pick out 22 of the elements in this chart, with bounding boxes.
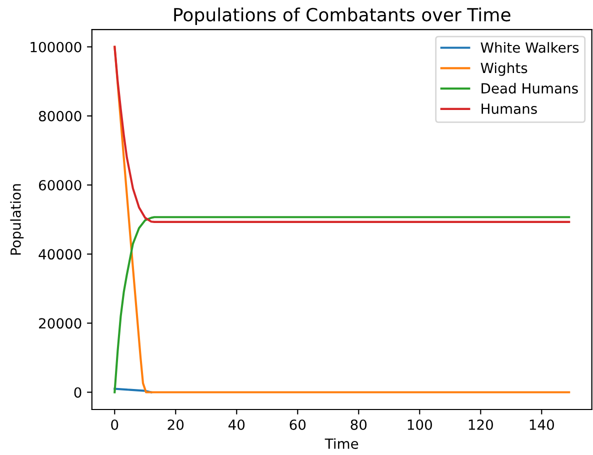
y-tick-label: 40000 bbox=[38, 249, 82, 260]
x-tick-label: 60 bbox=[290, 419, 306, 430]
x-axis-title: Time bbox=[324, 438, 358, 449]
x-tick-label: 40 bbox=[228, 419, 245, 430]
chart-title: Populations of Combatants over Time bbox=[174, 8, 510, 25]
x-tick-label: 0 bbox=[111, 419, 118, 430]
legend-label: Wights bbox=[480, 62, 528, 76]
y-tick-label: 80000 bbox=[38, 110, 82, 122]
line-series bbox=[114, 216, 570, 394]
legend-label: Humans bbox=[482, 104, 537, 114]
y-axis-title: Population bbox=[10, 184, 24, 255]
legend-label: Dead Humans bbox=[482, 82, 578, 94]
y-tick-label: 0 bbox=[74, 387, 82, 398]
legend-label: White Walkers bbox=[480, 42, 579, 53]
y-tick-label: 20000 bbox=[39, 318, 82, 329]
x-tick-label: 100 bbox=[408, 419, 432, 430]
x-tick-label: 140 bbox=[530, 419, 554, 430]
x-tick-label: 20 bbox=[168, 419, 184, 430]
y-tick-label: 60000 bbox=[38, 180, 82, 190]
x-tick-label: 120 bbox=[468, 419, 493, 430]
y-tick-label: 100000 bbox=[30, 42, 82, 52]
x-tick-label: 80 bbox=[350, 419, 367, 430]
